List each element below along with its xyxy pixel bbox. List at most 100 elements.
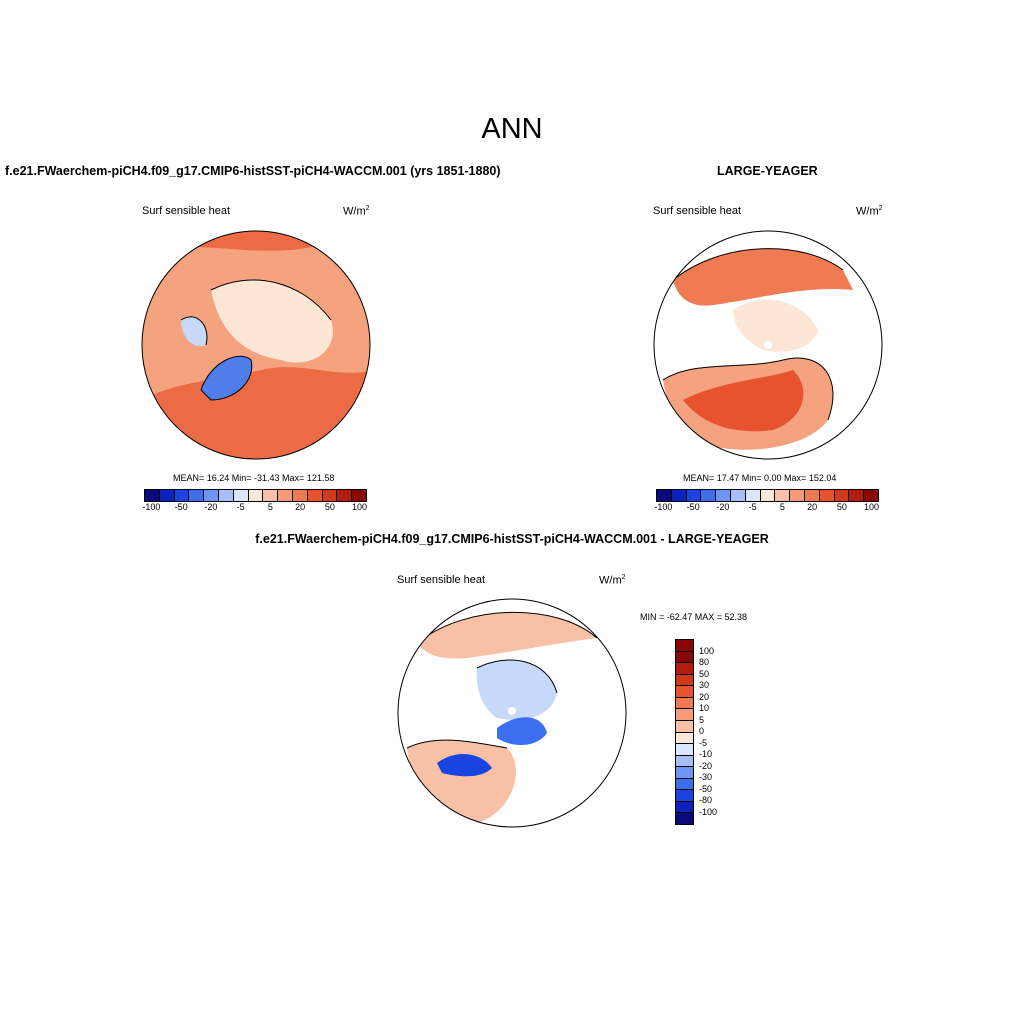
colorbar-swatch (145, 490, 160, 501)
colorbar-swatch (278, 490, 293, 501)
map-coastline (662, 248, 844, 421)
panel2-case-title: LARGE-YEAGER (717, 164, 818, 178)
colorbar-tick-label: 20 (699, 691, 710, 702)
colorbar-tick-label: 5 (779, 502, 785, 512)
colorbar-tick-label: 0 (699, 726, 705, 736)
panel3-stats: MIN = -62.47 MAX = 52.38 (640, 612, 748, 622)
colorbar-tick-label: -50 (686, 502, 700, 512)
colorbar-swatch (760, 490, 776, 501)
map-light-region (733, 299, 818, 352)
colorbar-swatch (174, 490, 190, 501)
colorbar-swatch (676, 812, 693, 824)
panel3-case-title: f.e21.FWaerchem-piCH4.f09_g17.CMIP6-hist… (255, 532, 769, 546)
colorbar-swatch (676, 708, 693, 720)
map-ocean-region (673, 248, 853, 306)
map-coastline (406, 611, 598, 749)
map-strong-band (142, 231, 370, 251)
colorbar-swatch (218, 490, 234, 501)
panel2-colorbar: -100 -50 -20 -5 5 20 50 100 (654, 489, 880, 514)
colorbar-swatch (292, 490, 308, 501)
panel3-variable-label: Surf sensible heat (397, 574, 486, 586)
colorbar-tick-label: -100 (699, 806, 718, 817)
main-title: ANN (481, 113, 543, 145)
colorbar-tick-label: -5 (699, 737, 708, 748)
panel1-variable-label: Surf sensible heat (142, 205, 231, 217)
colorbar-swatch (676, 789, 693, 801)
map-negative-region (497, 717, 547, 745)
colorbar-swatch (730, 490, 746, 501)
colorbar-swatch (676, 662, 693, 674)
colorbar-swatch (864, 490, 878, 501)
map-land-region (211, 280, 333, 363)
colorbar-swatch (676, 766, 693, 778)
colorbar-swatch (307, 490, 323, 501)
colorbar-swatch (204, 490, 219, 501)
colorbar-swatch (671, 490, 687, 501)
colorbar-tick-label: 5 (699, 714, 705, 725)
panel1-polar-map (141, 230, 371, 460)
colorbar-tick-label: 10 (699, 703, 710, 713)
colorbar-swatch (804, 490, 820, 501)
colorbar-tick-label: 100 (864, 502, 880, 512)
colorbar-swatch (676, 696, 693, 709)
colorbar-tick-label: -5 (748, 502, 757, 512)
colorbar-swatch (716, 490, 731, 501)
colorbar-tick-label: 20 (295, 502, 306, 512)
colorbar-swatch (676, 650, 693, 663)
colorbar-tick-label: -80 (699, 795, 713, 805)
map-light-region (181, 316, 207, 347)
panel2-stats: MEAN= 17.47 Min= 0.00 Max= 152.04 (683, 473, 837, 483)
colorbar-swatch (337, 490, 353, 501)
colorbar-tick-label: 100 (699, 645, 715, 656)
colorbar-tick-label: -50 (699, 783, 713, 794)
colorbar-swatch (676, 731, 693, 744)
colorbar-swatch (159, 490, 175, 501)
panel1-stats: MEAN= 16.24 Min= -31.43 Max= 121.58 (173, 473, 335, 483)
panel3-colorbar: -100 -80 -50 -30 -20 -10 -5 0 5 10 20 30 50 80 100 (675, 639, 717, 825)
colorbar-swatch (189, 490, 205, 501)
panel1-case-title: f.e21.FWaerchem-piCH4.f09_g17.CMIP6-hist… (5, 164, 501, 178)
colorbar-swatch (834, 490, 850, 501)
colorbar-swatch (676, 777, 693, 790)
panel2-units-label: W/m2 (856, 205, 883, 218)
colorbar-swatch (676, 685, 693, 697)
map-strong-band (142, 367, 370, 459)
colorbar-swatch (790, 490, 805, 501)
map-negative-region (476, 660, 557, 720)
panel2-polar-map (653, 230, 883, 460)
colorbar-tick-label: -20 (716, 502, 730, 512)
colorbar-tick-label: 50 (836, 502, 847, 512)
colorbar-tick-label: -30 (699, 772, 713, 782)
colorbar-tick-label: 20 (807, 502, 818, 512)
colorbar-swatch (263, 490, 279, 501)
map-negative-region (437, 753, 492, 777)
colorbar-swatch (676, 800, 693, 813)
colorbar-tick-label: -10 (699, 749, 713, 759)
colorbar-swatch (676, 673, 693, 686)
colorbar-tick-label: 30 (699, 680, 710, 690)
colorbar-swatch (745, 490, 761, 501)
colorbar-swatch (352, 490, 366, 501)
colorbar-tick-label: 50 (699, 668, 710, 679)
colorbar-swatch (676, 754, 693, 767)
colorbar-tick-label: -5 (236, 502, 245, 512)
colorbar-swatch (849, 490, 865, 501)
colorbar-swatch (676, 640, 693, 651)
colorbar-tick-label: -20 (699, 760, 713, 771)
colorbar-swatch (819, 490, 835, 501)
panel1-colorbar: -100 -50 -20 -5 5 20 50 100 (142, 489, 367, 514)
map-strong-band (683, 370, 804, 432)
colorbar-tick-label: -50 (174, 502, 188, 512)
colorbar-swatch (657, 490, 672, 501)
colorbar-swatch (233, 490, 249, 501)
colorbar-swatch (322, 490, 338, 501)
panel2-variable-label: Surf sensible heat (653, 205, 742, 217)
panel1-units-label: W/m2 (343, 205, 370, 218)
colorbar-swatch (248, 490, 264, 501)
colorbar-swatch (686, 490, 702, 501)
colorbar-swatch (676, 719, 693, 732)
map-negative-region (201, 356, 252, 400)
colorbar-tick-label: -20 (204, 502, 218, 512)
colorbar-tick-label: 50 (324, 502, 335, 512)
colorbar-tick-label: 80 (699, 657, 710, 667)
